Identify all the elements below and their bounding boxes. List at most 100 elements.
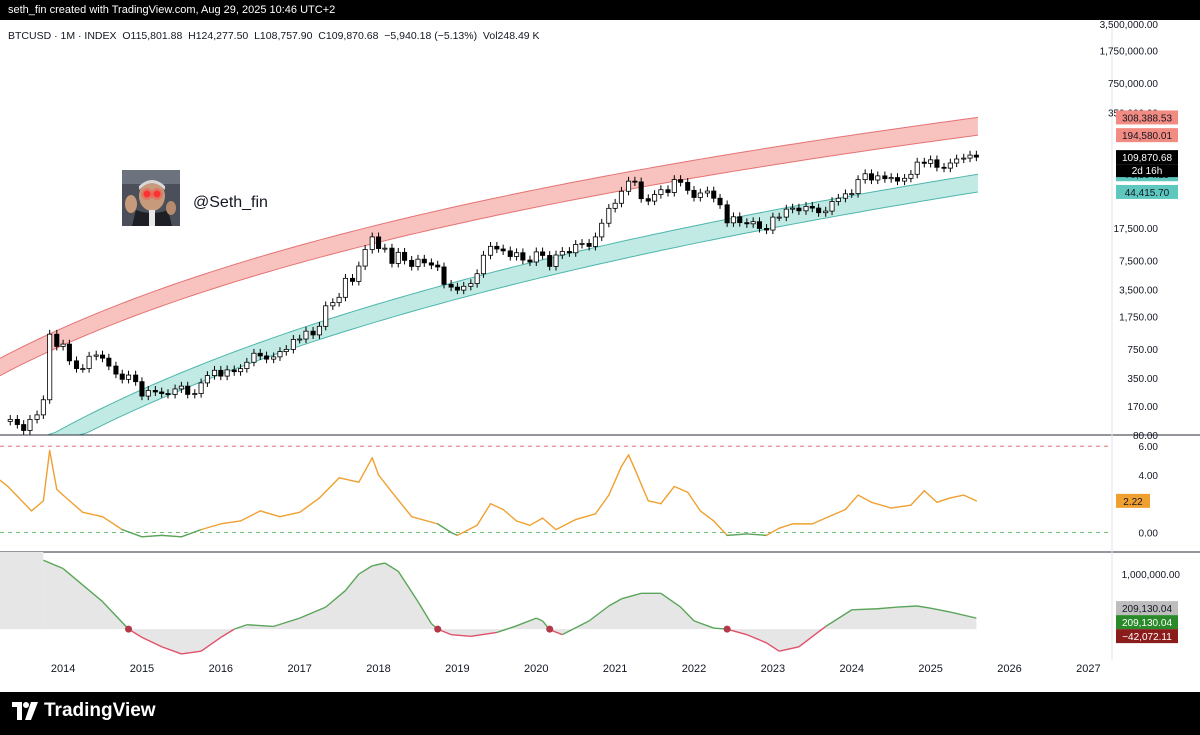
candle xyxy=(527,255,533,267)
candle xyxy=(159,387,165,398)
candle-body xyxy=(494,245,500,250)
candle xyxy=(626,176,632,196)
momentum-segment xyxy=(825,609,853,627)
momentum-segment xyxy=(680,606,695,622)
oscillator-segment xyxy=(42,449,51,502)
oscillator-segment xyxy=(489,503,504,511)
candle-body xyxy=(376,236,382,249)
mom-last-label: −42,072.11 xyxy=(1122,632,1172,643)
momentum-segment xyxy=(181,650,202,655)
oscillator-segment xyxy=(338,477,360,483)
candle xyxy=(882,171,888,183)
momentum-segment xyxy=(608,598,622,607)
candle xyxy=(553,250,559,271)
candle-body xyxy=(954,158,960,164)
candle xyxy=(277,347,283,361)
tradingview-logo-icon xyxy=(12,702,38,720)
oscillator-segment xyxy=(687,491,702,512)
oscillator-segment xyxy=(647,500,662,505)
candle xyxy=(533,247,539,267)
candle xyxy=(40,395,46,419)
candle-body xyxy=(342,277,348,298)
oscillator-segment xyxy=(318,477,340,499)
momentum-segment xyxy=(588,605,610,622)
oscillator-segment xyxy=(963,494,978,502)
candle-body xyxy=(99,354,106,359)
chart-canvas[interactable]: 3,500,000.001,750,000.00750,000.00350,00… xyxy=(0,20,1200,692)
time-tick-label: 2016 xyxy=(209,663,233,675)
candle xyxy=(126,370,132,384)
candle-body xyxy=(86,355,92,369)
candle xyxy=(21,420,27,435)
candle xyxy=(60,339,66,351)
candle xyxy=(165,389,171,399)
candle xyxy=(283,345,289,356)
candle-body xyxy=(842,193,848,199)
oscillator-segment xyxy=(555,518,577,531)
candle xyxy=(908,169,914,183)
momentum-segment xyxy=(536,617,543,622)
candle-body xyxy=(750,221,756,225)
candle xyxy=(362,245,368,271)
candle-body xyxy=(277,351,283,358)
candle xyxy=(342,273,348,302)
momentum-segment xyxy=(273,617,300,628)
momentum-segment xyxy=(397,570,419,602)
avatar-portrait-icon xyxy=(122,170,180,226)
candle-body xyxy=(764,228,770,231)
oscillator-segment xyxy=(7,485,33,512)
candle-body xyxy=(139,381,145,397)
momentum-segment xyxy=(220,628,235,639)
candle-body xyxy=(395,251,401,264)
candle xyxy=(921,157,927,168)
candle xyxy=(145,386,151,401)
mom-last-label: 209,130.04 xyxy=(1122,618,1172,629)
price-axis: 3,500,000.001,750,000.00750,000.00350,00… xyxy=(1100,20,1180,644)
tradingview-logo[interactable]: TradingView xyxy=(12,700,156,722)
candle-body xyxy=(527,259,533,263)
momentum-segment xyxy=(746,634,767,644)
candle xyxy=(902,173,908,186)
price-tick-label: 80.00 xyxy=(1133,431,1158,442)
candle xyxy=(474,269,480,288)
candle-body xyxy=(606,207,612,224)
chart-area[interactable]: 3,500,000.001,750,000.00750,000.00350,00… xyxy=(0,20,1200,692)
candle xyxy=(835,193,841,206)
oscillator-segment xyxy=(831,508,847,516)
candle xyxy=(27,415,33,435)
candle xyxy=(829,197,835,216)
candle-body xyxy=(251,352,257,363)
momentum-cross-marker xyxy=(125,625,133,633)
oscillator-segment xyxy=(811,514,833,525)
candle-body xyxy=(685,181,691,191)
candle-body xyxy=(862,173,868,181)
candle xyxy=(776,212,782,222)
candle xyxy=(264,351,270,364)
candle xyxy=(34,410,40,424)
price-marker: 308,388.53 xyxy=(1116,110,1178,125)
candle-body xyxy=(756,221,763,229)
oscillator-segment xyxy=(180,528,202,538)
candle-body xyxy=(21,424,27,431)
candle xyxy=(973,150,979,162)
momentum-segment xyxy=(950,611,977,619)
candle-body xyxy=(178,385,184,390)
candle xyxy=(316,321,322,339)
momentum-cross-marker xyxy=(723,625,731,633)
oscillator-segment xyxy=(101,515,123,531)
candle xyxy=(520,248,526,265)
candle xyxy=(606,203,612,228)
oscillator-segment xyxy=(857,494,873,503)
candle-body xyxy=(231,369,237,373)
symbol-ohlc-legend[interactable]: BTCUSD · 1M · INDEX O115,801.88 H124,277… xyxy=(8,30,540,42)
candle-body xyxy=(894,177,901,182)
candle-body xyxy=(875,175,881,181)
candle xyxy=(612,198,618,213)
candle xyxy=(119,369,125,384)
candle xyxy=(409,256,415,271)
candle xyxy=(389,243,395,268)
candle-body xyxy=(961,157,967,160)
candle-body xyxy=(770,216,776,231)
red-band-upper xyxy=(0,116,978,359)
momentum-segment xyxy=(561,620,590,636)
